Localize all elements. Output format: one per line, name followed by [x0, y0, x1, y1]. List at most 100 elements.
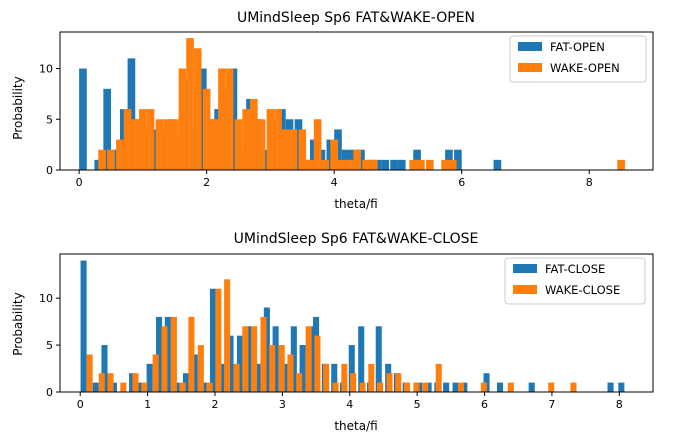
bar-wake-16 [225, 68, 234, 170]
legend-label-wake-close: WAKE-CLOSE [545, 283, 620, 297]
x-tick-label: 4 [331, 176, 338, 189]
bar-fat-43 [493, 159, 502, 170]
x-tick-label: 3 [279, 398, 286, 411]
x-tick-label: 8 [586, 176, 593, 189]
bar-fat-7 [156, 316, 163, 392]
x-tick-label: 8 [616, 398, 623, 411]
bar-fat-5 [137, 382, 144, 392]
bar-wake-17 [234, 119, 243, 170]
chart-bottom-frame [59, 253, 654, 393]
bar-wake-39 [480, 382, 487, 392]
legend-swatch-wake-close [513, 285, 537, 294]
bar-fat-22 [290, 326, 297, 392]
bar-fat-44 [528, 382, 535, 392]
x-tick-label: 0 [77, 398, 84, 411]
bar-wake-40 [507, 382, 514, 392]
chart-top-ticks: 0 2 4 6 8 0 5 10 [39, 63, 593, 189]
bar-fat-14 [218, 363, 225, 392]
bar-wake-34 [369, 159, 378, 170]
bar-wake-26 [332, 382, 339, 392]
bar-wake-4 [132, 373, 139, 392]
bar-wake-21 [287, 354, 294, 392]
bar-wake-32 [386, 373, 393, 392]
legend-swatch-fat-open [518, 42, 542, 51]
bar-wake-24 [289, 129, 298, 170]
bar-wake-12 [206, 382, 213, 392]
bar-fat-23 [299, 345, 306, 392]
bar-wake-14 [224, 279, 231, 392]
bar-wake-35 [413, 382, 420, 392]
bar-fat-1 [92, 382, 99, 392]
y-tick-label: 10 [39, 292, 53, 305]
bar-wake-10 [178, 68, 187, 170]
bar-fat-39 [443, 382, 450, 392]
bar-wake-11 [186, 38, 194, 171]
bar-wake-28 [350, 373, 357, 392]
bar-wake-9 [179, 382, 186, 392]
bar-wake-22 [296, 373, 303, 392]
chart-bottom-xlabel: theta/fi [334, 419, 377, 433]
bar-wake-25 [298, 129, 307, 170]
bar-wake-6 [146, 109, 155, 170]
legend-label-fat-close: FAT-CLOSE [545, 262, 605, 276]
legend-swatch-fat-close [513, 264, 537, 273]
bar-fat-45 [607, 382, 614, 392]
bar-fat-46 [618, 382, 625, 392]
bar-wake-18 [260, 316, 267, 392]
bar-fat-38 [390, 159, 398, 170]
bar-wake-22 [274, 109, 282, 170]
bar-wake-35 [409, 159, 418, 170]
bar-fat-32 [375, 326, 382, 392]
bar-fat-28 [309, 139, 318, 170]
bar-fat-0 [80, 260, 87, 392]
x-tick-label: 1 [144, 398, 151, 411]
chart-bottom-title: UMindSleep Sp6 FAT&WAKE-CLOSE [234, 231, 479, 247]
y-tick-label: 5 [46, 113, 53, 126]
bar-wake-1 [98, 373, 105, 392]
bar-fat-14 [199, 68, 207, 170]
bar-wake-2 [116, 139, 124, 170]
bar-fat-23 [270, 119, 279, 170]
bar-wake-41 [548, 382, 555, 392]
x-tick-label: 2 [211, 398, 218, 411]
bar-wake-11 [197, 345, 204, 392]
bar-wake-15 [233, 363, 240, 392]
legend-swatch-wake-open [518, 63, 542, 72]
bar-wake-18 [242, 109, 251, 170]
x-tick-label: 7 [548, 398, 555, 411]
bar-wake-34 [404, 382, 411, 392]
bar-wake-13 [202, 88, 211, 170]
bar-fat-11 [191, 354, 198, 392]
bar-fat-2 [103, 88, 112, 170]
bar-wake-32 [353, 149, 361, 170]
bar-fat-1 [94, 159, 103, 170]
bar-wake-39 [448, 159, 457, 170]
legend-label-fat-open: FAT-OPEN [550, 40, 605, 54]
bar-wake-29 [330, 139, 339, 170]
bar-fat-16 [236, 335, 243, 392]
bar-fat-41 [461, 382, 468, 392]
x-tick-label: 4 [346, 398, 353, 411]
bar-wake-12 [193, 48, 202, 170]
bar-wake-7 [161, 326, 168, 392]
bar-fat-8 [164, 316, 171, 392]
bar-fat-26 [294, 119, 303, 170]
bar-wake-0 [98, 149, 106, 170]
bar-wake-37 [435, 363, 442, 392]
bar-wake-16 [242, 326, 249, 392]
bar-wake-27 [313, 119, 322, 170]
bar-fat-30 [358, 326, 365, 392]
bar-fat-30 [326, 139, 335, 170]
bar-wake-6 [152, 354, 159, 392]
bar-wake-4 [131, 119, 140, 170]
bar-wake-27 [341, 363, 348, 392]
bar-wake-13 [215, 288, 222, 392]
bar-wake-8 [170, 316, 177, 392]
bar-fat-0 [79, 68, 87, 170]
bar-wake-7 [155, 119, 164, 170]
chart-bottom-legend: FAT-CLOSE WAKE-CLOSE [504, 257, 646, 305]
x-tick-label: 0 [76, 176, 83, 189]
bar-fat-37 [425, 382, 432, 392]
bar-fat-10 [182, 373, 190, 392]
